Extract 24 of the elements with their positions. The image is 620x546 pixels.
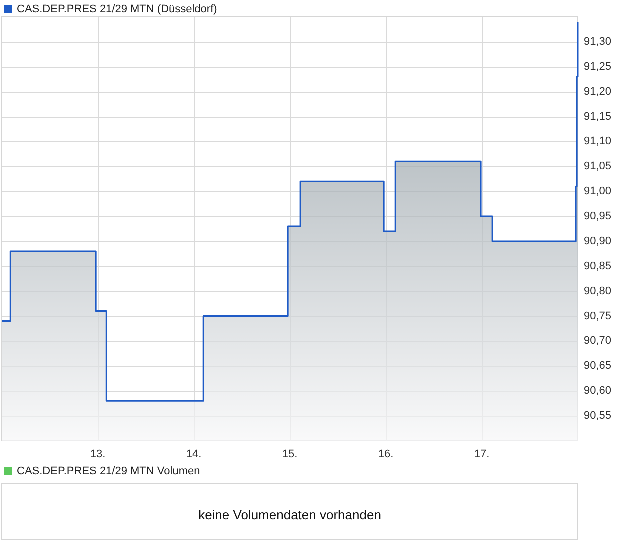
- y-tick-label: 90,70: [584, 335, 612, 348]
- y-tick-label: 90,80: [584, 285, 612, 298]
- x-tick-label: 16.: [378, 448, 394, 460]
- y-tick-label: 90,65: [584, 360, 612, 372]
- legend-label: CAS.DEP.PRES 21/29 MTN (Düsseldorf): [17, 4, 218, 16]
- y-tick-label: 91,00: [584, 186, 612, 198]
- y-tick-label: 90,55: [584, 410, 612, 422]
- y-tick-label: 90,90: [584, 235, 612, 248]
- y-tick-label: 91,10: [584, 136, 612, 148]
- legend-label: CAS.DEP.PRES 21/29 MTN Volumen: [17, 466, 200, 478]
- y-tick-label: 91,25: [584, 60, 612, 73]
- y-tick-label: 91,05: [584, 160, 612, 173]
- y-tick-label: 90,60: [584, 385, 612, 398]
- x-tick-label: 13.: [90, 448, 106, 460]
- y-tick-label: 90,75: [584, 310, 612, 322]
- y-tick-label: 90,85: [584, 260, 612, 272]
- x-tick-label: 15.: [282, 448, 298, 460]
- y-tick-label: 91,30: [584, 36, 612, 48]
- y-tick-label: 90,95: [584, 210, 612, 223]
- y-tick-label: 91,20: [584, 86, 612, 98]
- y-tick-label: 91,15: [584, 110, 612, 123]
- x-tick-label: 17.: [474, 448, 490, 460]
- text: keine Volumendaten vorhanden: [198, 508, 382, 522]
- x-tick-label: 14.: [186, 448, 202, 460]
